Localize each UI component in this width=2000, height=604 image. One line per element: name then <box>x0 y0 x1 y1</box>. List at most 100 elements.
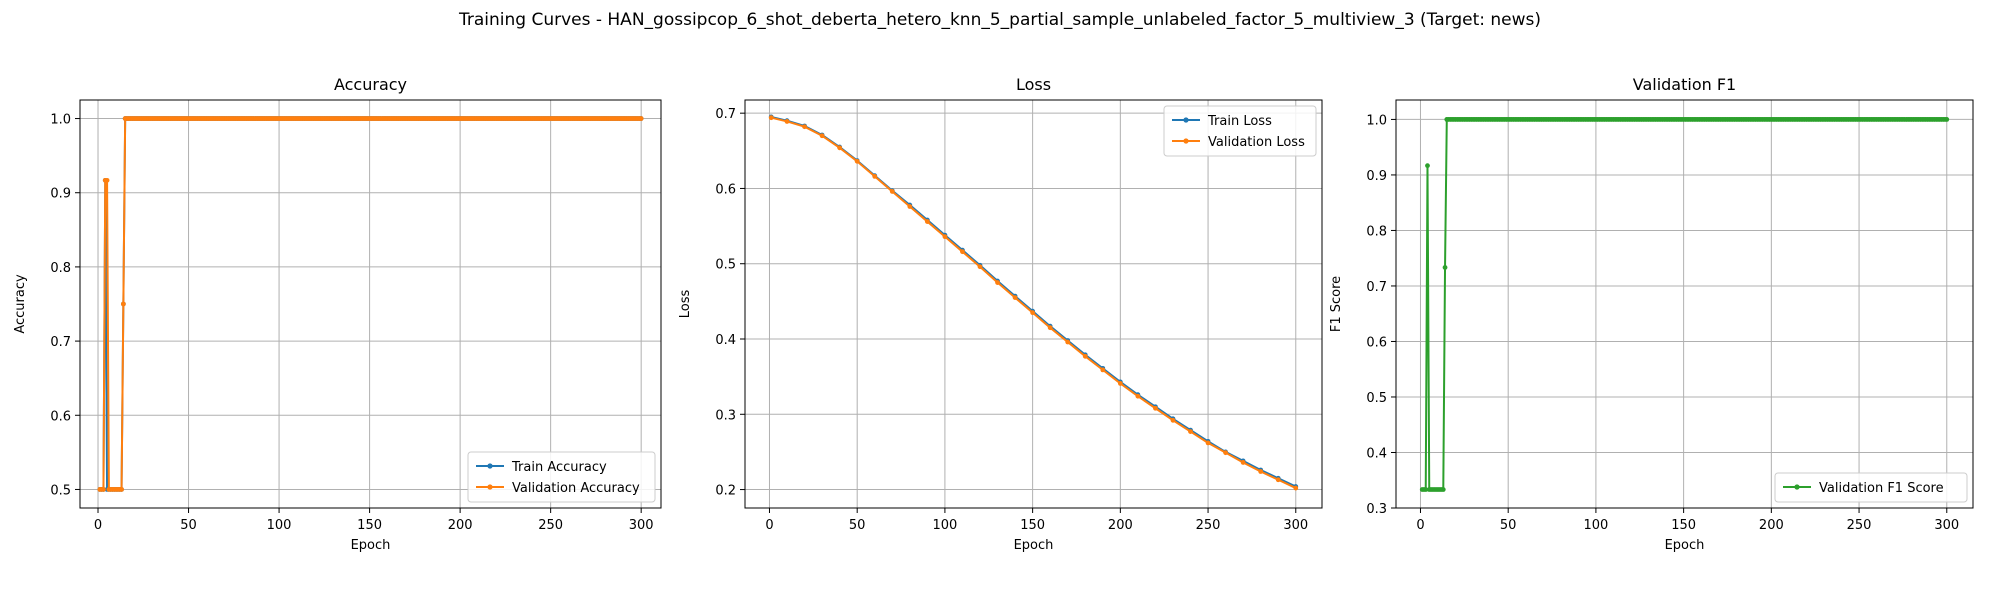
y-tick-label: 0.7 <box>715 107 736 122</box>
series-line <box>99 117 642 491</box>
data-point <box>1440 487 1446 492</box>
legend: Train Loss Validation Loss <box>1163 105 1317 157</box>
data-point <box>995 280 1000 285</box>
data-point <box>1100 367 1106 373</box>
data-point <box>889 189 895 194</box>
data-point <box>1082 353 1088 359</box>
data-point <box>1240 460 1246 465</box>
x-axis-label: Epoch <box>1014 538 1054 553</box>
x-tick-label: 50 <box>1500 518 1517 533</box>
data-point <box>1205 440 1211 446</box>
figure-title: Training Curves - HAN_gossipcop_6_shot_d… <box>458 10 1542 30</box>
y-tick-label: 0.6 <box>50 409 71 424</box>
data-point <box>1047 325 1053 331</box>
x-axis-label: Epoch <box>1665 538 1705 553</box>
x-tick-label: 150 <box>1020 518 1045 533</box>
data-point <box>1117 381 1123 386</box>
legend-entry: Train Accuracy <box>511 460 607 475</box>
y-tick-label: 0.6 <box>715 182 736 197</box>
data-point <box>802 124 807 130</box>
chart-0: 0 50 100 150 200 250 300 0.5 0.6 0.7 0.8 0.9 1.0 Accu… <box>13 75 662 553</box>
y-tick-label: 0.3 <box>715 408 736 423</box>
y-tick-label: 0.5 <box>1366 391 1387 406</box>
y-tick-label: 1.0 <box>50 113 71 128</box>
data-point <box>104 177 110 183</box>
y-tick-label: 0.6 <box>1366 335 1387 350</box>
y-axis-label: Loss <box>678 290 693 319</box>
y-tick-label: 0.3 <box>1366 502 1387 517</box>
data-point <box>784 119 790 124</box>
y-axis-label: Accuracy <box>13 274 28 334</box>
legend: Train Accuracy Validation Accuracy <box>467 451 656 503</box>
x-tick-label: 50 <box>180 518 197 533</box>
data-point <box>924 219 930 224</box>
legend: Validation F1 Score <box>1774 472 1968 503</box>
x-tick-label: 100 <box>1583 518 1608 533</box>
data-point <box>960 249 965 255</box>
y-tick-label: 0.7 <box>50 335 71 350</box>
series-line <box>770 115 1297 488</box>
x-tick-label: 300 <box>1934 518 1959 533</box>
x-tick-label: 300 <box>629 518 654 533</box>
data-point <box>101 487 106 492</box>
data-point <box>854 158 860 164</box>
x-axis-label: Epoch <box>351 538 391 553</box>
data-point <box>872 174 878 179</box>
legend-box <box>467 451 656 503</box>
data-point <box>1223 450 1228 456</box>
data-point <box>1153 405 1158 411</box>
x-tick-label: 0 <box>765 518 773 533</box>
chart-title: Accuracy <box>334 75 407 94</box>
data-point <box>977 264 983 270</box>
data-point <box>1423 487 1429 492</box>
y-tick-label: 0.8 <box>1366 224 1387 239</box>
y-tick-label: 1.0 <box>1366 113 1387 128</box>
legend-box <box>1774 472 1968 503</box>
x-tick-label: 0 <box>1416 518 1424 533</box>
x-tick-label: 100 <box>267 518 292 533</box>
legend-marker <box>1183 138 1189 144</box>
y-tick-label: 0.5 <box>715 258 736 273</box>
legend-marker <box>1183 117 1189 123</box>
data-point <box>1065 339 1071 345</box>
series-1 <box>768 115 1299 491</box>
data-point <box>768 115 774 121</box>
x-tick-label: 50 <box>849 518 866 533</box>
data-point <box>1030 310 1036 316</box>
y-tick-label: 0.4 <box>1366 446 1387 461</box>
x-tick-label: 250 <box>538 518 563 533</box>
y-tick-label: 0.8 <box>50 261 71 276</box>
plot-frame <box>1395 99 1974 509</box>
chart-2: 0 50 100 150 200 250 300 0.3 0.4 0.5 0.6 0.7 0.8 0.9 1… <box>1329 75 1974 553</box>
legend-box <box>1163 105 1317 157</box>
x-tick-label: 0 <box>94 518 102 533</box>
data-point <box>1425 163 1430 169</box>
chart-title: Loss <box>1016 75 1051 94</box>
data-point <box>1188 429 1193 434</box>
data-point <box>1258 469 1264 474</box>
series-line <box>770 116 1297 489</box>
series-0 <box>768 114 1299 489</box>
x-tick-label: 200 <box>1108 518 1133 533</box>
data-point <box>907 204 913 209</box>
data-point <box>1293 485 1299 491</box>
chart-1: 0 50 100 150 200 250 300 0.2 0.3 0.4 0.5 0.6 0.7 Loss… <box>678 75 1323 553</box>
y-tick-label: 0.9 <box>50 187 71 202</box>
data-point <box>119 487 124 492</box>
legend-entry: Validation F1 Score <box>1819 481 1944 496</box>
x-tick-label: 250 <box>1847 518 1872 533</box>
data-point <box>1442 265 1448 270</box>
plot-frame <box>79 99 662 509</box>
y-tick-label: 0.7 <box>1366 280 1387 295</box>
y-tick-label: 0.4 <box>715 333 736 348</box>
legend-marker <box>487 484 493 490</box>
legend-marker <box>487 463 493 469</box>
data-point <box>942 234 948 240</box>
y-axis-label: F1 Score <box>1329 276 1344 332</box>
plot-frame <box>744 99 1323 509</box>
legend-marker <box>1794 484 1800 490</box>
legend-entry: Train Loss <box>1207 114 1272 129</box>
x-tick-label: 100 <box>932 518 957 533</box>
